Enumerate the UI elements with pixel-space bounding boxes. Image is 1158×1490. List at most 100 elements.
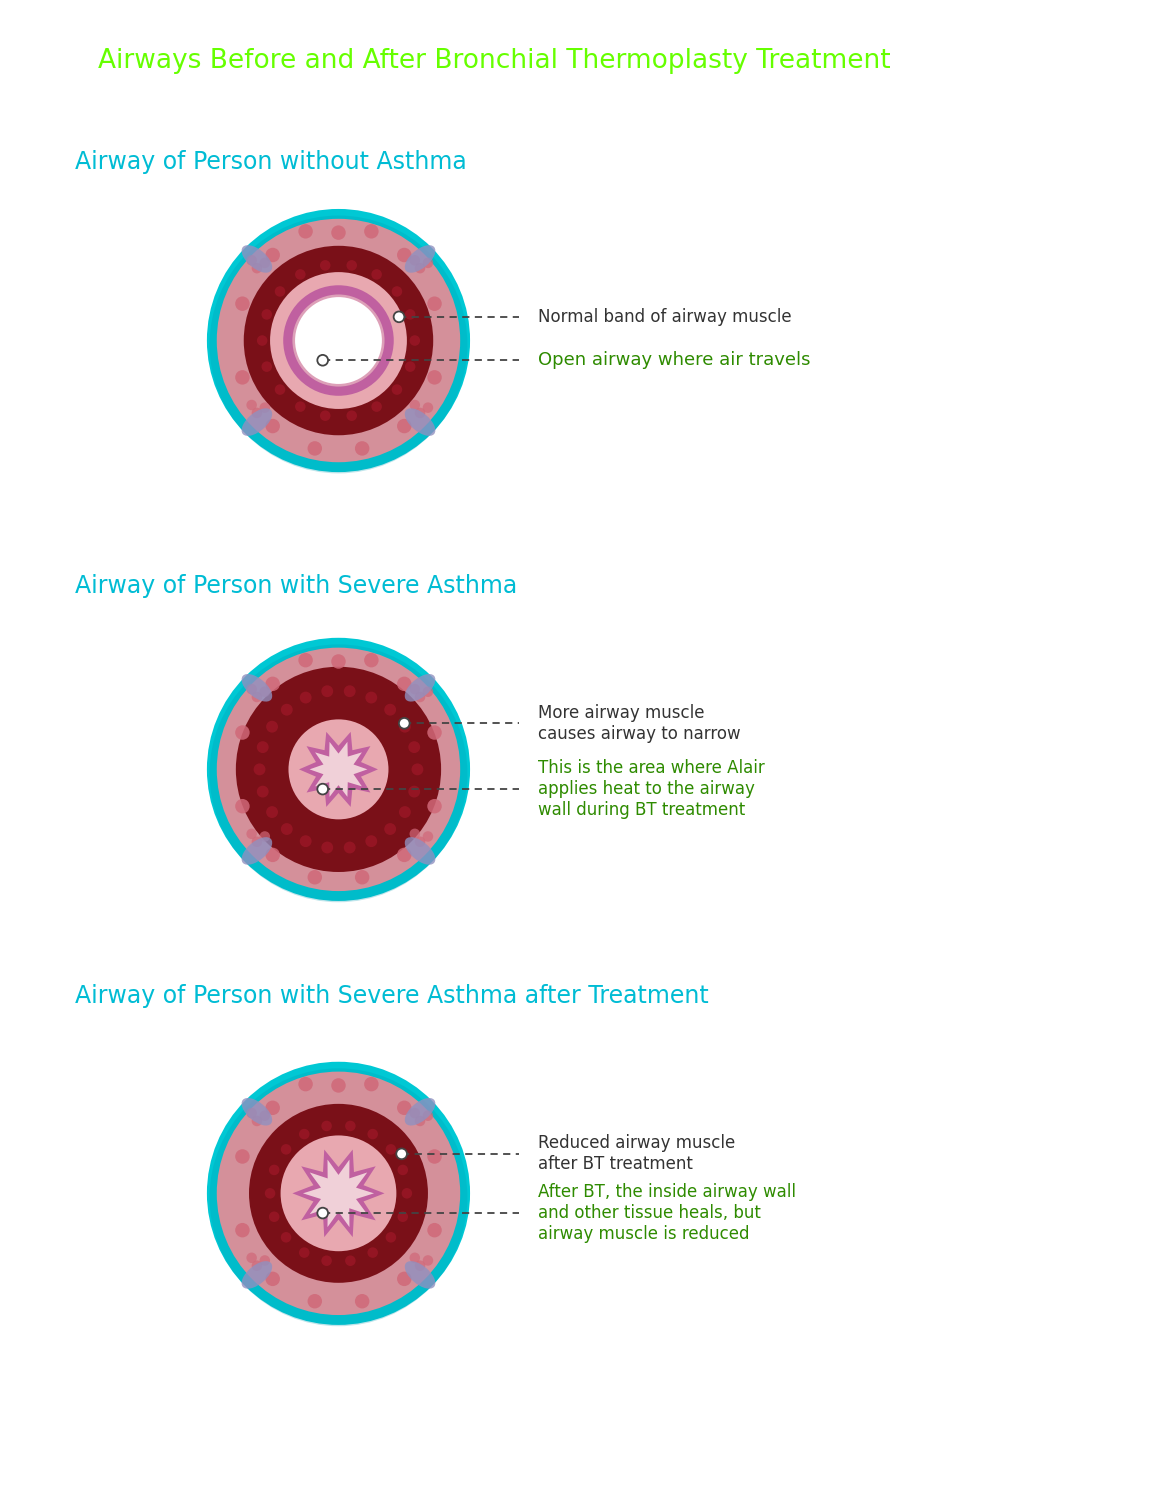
Ellipse shape <box>242 246 272 273</box>
Circle shape <box>410 828 420 839</box>
Circle shape <box>269 1211 279 1222</box>
Circle shape <box>415 691 425 702</box>
Circle shape <box>366 691 378 703</box>
Circle shape <box>235 726 250 739</box>
Circle shape <box>259 687 270 697</box>
Circle shape <box>295 270 306 280</box>
Circle shape <box>386 1232 396 1243</box>
Circle shape <box>346 410 357 422</box>
Text: More airway muscle
causes airway to narrow: More airway muscle causes airway to narr… <box>538 703 741 742</box>
Circle shape <box>247 399 257 410</box>
Circle shape <box>247 828 257 839</box>
Circle shape <box>300 836 312 848</box>
Ellipse shape <box>405 673 435 702</box>
Polygon shape <box>309 742 367 797</box>
Circle shape <box>269 1165 279 1176</box>
Circle shape <box>247 255 257 265</box>
Circle shape <box>251 836 262 846</box>
Circle shape <box>397 1165 408 1176</box>
Circle shape <box>397 1271 411 1286</box>
Ellipse shape <box>405 837 435 864</box>
Circle shape <box>396 1149 406 1159</box>
Circle shape <box>344 842 356 854</box>
Circle shape <box>251 408 262 419</box>
Circle shape <box>354 870 369 885</box>
Circle shape <box>415 262 425 274</box>
Circle shape <box>317 784 328 794</box>
Circle shape <box>331 654 346 669</box>
Circle shape <box>235 297 250 311</box>
Circle shape <box>247 684 257 694</box>
Circle shape <box>367 1247 378 1258</box>
Circle shape <box>257 335 267 346</box>
Circle shape <box>299 224 313 238</box>
Circle shape <box>415 1261 425 1271</box>
Circle shape <box>410 255 420 265</box>
Circle shape <box>423 1110 433 1120</box>
Circle shape <box>259 1110 270 1120</box>
Circle shape <box>400 806 411 818</box>
Ellipse shape <box>242 1261 272 1289</box>
Circle shape <box>280 1135 396 1252</box>
Circle shape <box>410 335 420 346</box>
Polygon shape <box>293 1149 384 1237</box>
Circle shape <box>254 763 265 775</box>
Circle shape <box>397 247 411 262</box>
Circle shape <box>251 1116 262 1126</box>
Circle shape <box>308 441 322 456</box>
Circle shape <box>364 653 379 668</box>
Circle shape <box>397 848 411 863</box>
Circle shape <box>251 691 262 702</box>
Circle shape <box>321 842 334 854</box>
Circle shape <box>288 720 388 820</box>
Circle shape <box>217 648 460 891</box>
Ellipse shape <box>242 673 272 702</box>
Circle shape <box>331 1079 346 1092</box>
Text: Airway of Person without Asthma: Airway of Person without Asthma <box>75 150 467 174</box>
Circle shape <box>321 685 334 697</box>
Circle shape <box>427 297 441 311</box>
Circle shape <box>293 295 384 386</box>
Circle shape <box>295 297 382 384</box>
Circle shape <box>321 1256 332 1266</box>
Circle shape <box>284 285 394 396</box>
Circle shape <box>423 402 433 413</box>
Circle shape <box>331 225 346 240</box>
Polygon shape <box>303 1159 374 1228</box>
Circle shape <box>384 703 396 715</box>
Circle shape <box>423 831 433 842</box>
Circle shape <box>423 258 433 268</box>
Circle shape <box>265 1271 280 1286</box>
Circle shape <box>345 1120 356 1131</box>
Circle shape <box>299 1247 309 1258</box>
Text: Normal band of airway muscle: Normal band of airway muscle <box>538 308 792 326</box>
Circle shape <box>317 355 328 365</box>
Circle shape <box>411 763 424 775</box>
Circle shape <box>235 799 250 814</box>
Circle shape <box>280 1232 292 1243</box>
Circle shape <box>259 1255 270 1265</box>
Circle shape <box>415 408 425 419</box>
Circle shape <box>410 1107 420 1119</box>
Circle shape <box>266 721 278 733</box>
Circle shape <box>394 311 404 322</box>
Text: This is the area where Alair
applies heat to the airway
wall during BT treatment: This is the area where Alair applies hea… <box>538 760 765 820</box>
Circle shape <box>270 273 406 408</box>
Circle shape <box>354 1293 369 1308</box>
Circle shape <box>405 308 416 320</box>
Circle shape <box>427 370 441 384</box>
Circle shape <box>402 1188 412 1198</box>
Circle shape <box>265 676 280 691</box>
Text: Airways Before and After Bronchial Thermoplasty Treatment: Airways Before and After Bronchial Therm… <box>98 48 891 74</box>
Circle shape <box>262 308 272 320</box>
Circle shape <box>217 219 460 462</box>
Circle shape <box>259 258 270 268</box>
Circle shape <box>409 785 420 797</box>
Circle shape <box>243 246 433 435</box>
Circle shape <box>217 1071 460 1316</box>
Circle shape <box>235 1149 250 1164</box>
Circle shape <box>364 224 379 238</box>
Circle shape <box>397 1211 408 1222</box>
Circle shape <box>235 370 250 384</box>
Text: Airway of Person with Severe Asthma after Treatment: Airway of Person with Severe Asthma afte… <box>75 983 709 1007</box>
